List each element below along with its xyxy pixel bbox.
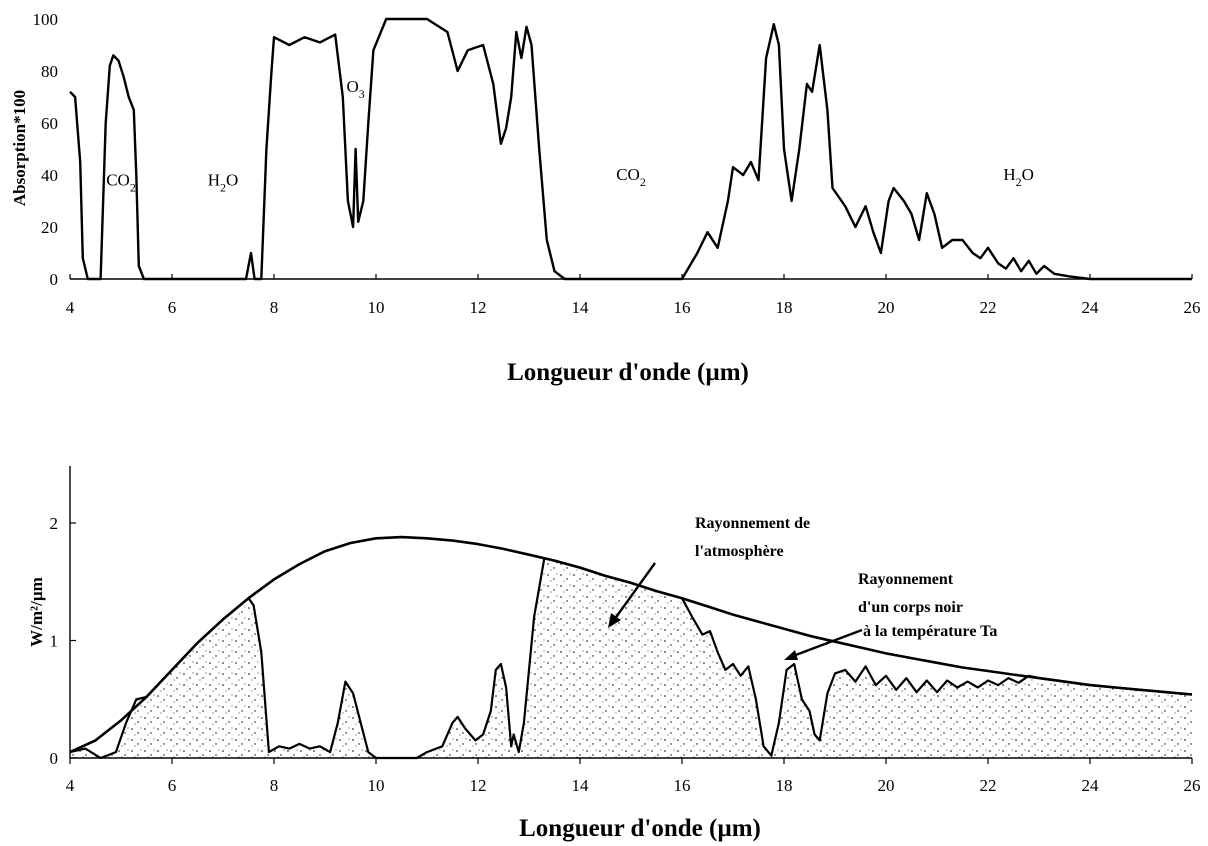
y-tick-label: 100 <box>33 10 59 29</box>
x-tick-label: 22 <box>980 776 997 795</box>
radiation-x-ticks: 4 6 8 10 12 14 16 18 20 22 24 26 <box>66 758 1201 795</box>
blackbody-radiation-line <box>69 535 1193 754</box>
x-tick-label: 26 <box>1184 298 1201 317</box>
absorption-x-ticks: 4 6 8 10 12 14 16 18 20 22 24 26 <box>66 274 1201 317</box>
x-tick-label: 10 <box>368 776 385 795</box>
annotation-atmosphere-line1: Rayonnement de <box>695 515 810 532</box>
annotation-atmosphere-arrowhead <box>608 613 621 628</box>
x-tick-label: 26 <box>1184 776 1201 795</box>
x-tick-label: 24 <box>1082 298 1100 317</box>
y-tick-label: 1 <box>50 632 59 651</box>
x-tick-label: 18 <box>776 776 793 795</box>
x-tick-label: 12 <box>470 776 487 795</box>
x-tick-label: 20 <box>878 776 895 795</box>
gas-label: CO2 <box>106 170 136 194</box>
x-tick-label: 16 <box>674 776 691 795</box>
x-tick-label: 8 <box>270 298 279 317</box>
x-tick-label: 18 <box>776 298 793 317</box>
x-tick-label: 6 <box>168 298 177 317</box>
gas-label: CO2 <box>616 165 646 189</box>
x-tick-label: 24 <box>1082 776 1100 795</box>
y-tick-label: 0 <box>50 270 59 289</box>
x-tick-label: 20 <box>878 298 895 317</box>
x-tick-label: 6 <box>168 776 177 795</box>
y-tick-label: 2 <box>50 514 59 533</box>
x-tick-label: 14 <box>572 776 590 795</box>
y-tick-label: 40 <box>41 166 58 185</box>
annotation-atmosphere-line2: l'atmosphère <box>695 543 784 560</box>
absorption-chart: 4 6 8 10 12 14 16 18 20 22 24 26 0 20 40 60 80 100 CO2 H2… <box>10 10 1201 386</box>
annotation-blackbody-line1: Rayonnement <box>858 571 954 588</box>
y-tick-label: 80 <box>41 62 58 81</box>
annotation-blackbody-arrowhead <box>784 650 798 660</box>
annotation-blackbody-arrow <box>792 628 863 658</box>
x-tick-label: 4 <box>66 298 75 317</box>
radiation-y-axis-label: W/m²/µm <box>27 577 46 647</box>
x-tick-label: 16 <box>674 298 691 317</box>
radiation-y-ticks: 0 1 2 <box>50 514 76 768</box>
gas-label: O3 <box>346 77 364 101</box>
absorption-gas-labels: CO2 H2O O3 CO2 H2O <box>106 77 1034 195</box>
x-tick-label: 4 <box>66 776 75 795</box>
absorption-series-line <box>69 17 1192 281</box>
absorption-y-axis-label: Absorption*100 <box>10 90 29 206</box>
absorption-y-ticks: 0 20 40 60 80 100 <box>33 10 59 289</box>
gas-label: H2O <box>208 170 239 194</box>
y-tick-label: 0 <box>50 749 59 768</box>
gas-label: H2O <box>1003 165 1034 189</box>
x-tick-label: 8 <box>270 776 279 795</box>
annotation-atmosphere-arrow <box>613 562 656 621</box>
y-tick-label: 20 <box>41 218 58 237</box>
x-tick-label: 10 <box>368 298 385 317</box>
x-tick-label: 12 <box>470 298 487 317</box>
x-tick-label: 22 <box>980 298 997 317</box>
annotation-blackbody-line2: d'un corps noir <box>858 599 963 616</box>
y-tick-label: 60 <box>41 114 58 133</box>
radiation-x-axis-label: Longueur d'onde (µm) <box>519 815 761 842</box>
radiation-chart: 4 6 8 10 12 14 16 18 20 22 24 26 012 W/m²/µm Longue… <box>27 466 1201 842</box>
x-tick-label: 14 <box>572 298 590 317</box>
atmosphere-radiation-area <box>70 558 1192 758</box>
absorption-x-axis-label: Longueur d'onde (µm) <box>507 359 749 386</box>
annotation-blackbody-line3: à la température Ta <box>863 623 997 640</box>
